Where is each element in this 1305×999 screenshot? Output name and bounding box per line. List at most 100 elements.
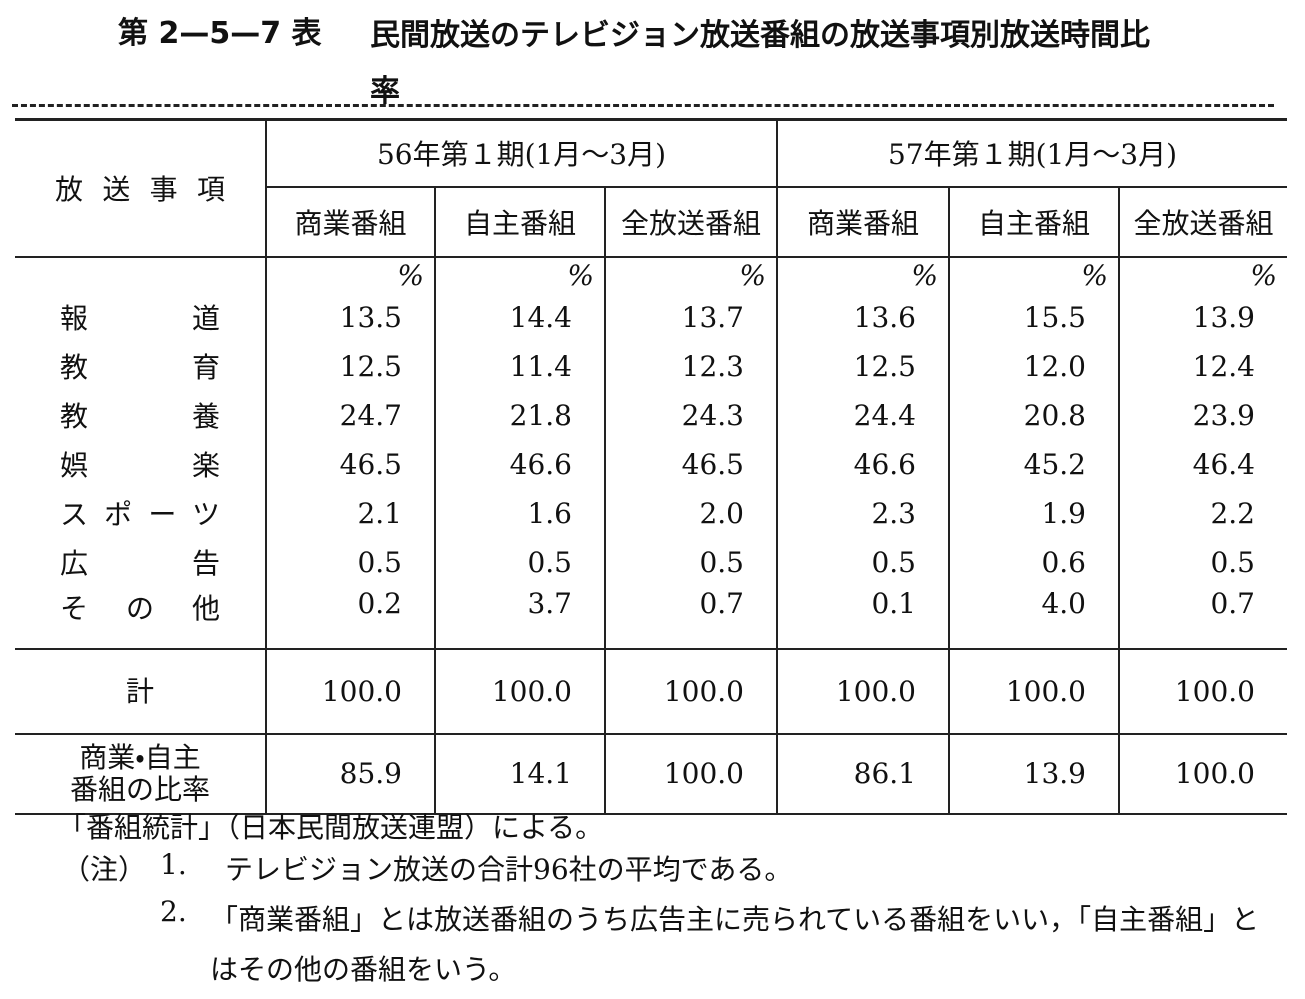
cell: 1.9 [948, 488, 1119, 538]
cell: 0.2 [265, 586, 435, 649]
period-header: 57年第１期(1月～3月) [776, 119, 1287, 188]
column-header: 商業番組 [265, 186, 435, 257]
data-row: 報道 13.5 14.4 13.7 13.6 15.5 13.9 [15, 292, 1287, 342]
row-label-cell: その他 [15, 587, 266, 649]
unit: % [1118, 256, 1287, 293]
cell: 46.5 [265, 439, 435, 489]
ratio-label: 商業・自主番組の比率 [69, 740, 210, 806]
cell: 20.8 [948, 390, 1119, 440]
cell: 23.9 [1118, 390, 1287, 440]
unit: % [948, 256, 1119, 293]
cell: 100.0 [776, 648, 949, 734]
row-label-cell: 教養 [15, 391, 266, 440]
cell: 15.5 [948, 292, 1119, 342]
source: 「番組統計」（日本民間放送連盟）による。 [58, 811, 604, 844]
row-header-text: 放送事項 [55, 173, 225, 207]
cell: 13.7 [604, 292, 777, 342]
cell: 24.3 [604, 390, 777, 440]
notes-label: （注） [62, 853, 147, 886]
cell: 12.3 [604, 341, 777, 391]
column-header: 全放送番組 [1118, 186, 1287, 257]
row-label: 教育 [60, 351, 220, 384]
data-row: 教養 24.7 21.8 24.3 24.4 20.8 23.9 [15, 390, 1287, 440]
cell: 13.5 [265, 292, 435, 342]
cell: 100.0 [434, 648, 605, 734]
column-header: 自主番組 [948, 186, 1119, 257]
cell: 100.0 [1118, 733, 1287, 814]
total-row: 計 100.0 100.0 100.0 100.0 100.0 100.0 [15, 648, 1287, 734]
cell: 12.5 [265, 341, 435, 391]
cell: 46.6 [434, 439, 605, 489]
column-header: 商業番組 [776, 186, 949, 257]
cell: 0.5 [1118, 537, 1287, 587]
row-label-cell: スポーツ [15, 489, 266, 538]
table-number: 第 2—5—7 表 [118, 16, 322, 51]
cell: 0.7 [604, 586, 777, 649]
data-row: 教育 12.5 11.4 12.3 12.5 12.0 12.4 [15, 341, 1287, 391]
cell: 14.4 [434, 292, 605, 342]
cell: 46.4 [1118, 439, 1287, 489]
cell: 12.4 [1118, 341, 1287, 391]
unit: % [434, 256, 605, 293]
cell: 85.9 [265, 733, 435, 814]
cell: 1.6 [434, 488, 605, 538]
note-text: 「商業番組」とは放送番組のうち広告主に売られている番組をいい，「自主番組」とはそ… [210, 903, 1260, 986]
note-number: 2. [160, 895, 187, 928]
cell: 46.5 [604, 439, 777, 489]
unit: % [265, 256, 435, 293]
cell: 45.2 [948, 439, 1119, 489]
cell: 46.6 [776, 439, 949, 489]
cell: 13.6 [776, 292, 949, 342]
row-label-cell: 教育 [15, 342, 266, 391]
title: 民間放送のテレビジョン放送番組の放送事項別放送時間比率 [370, 18, 1150, 109]
cell: 13.9 [1118, 292, 1287, 342]
cell: 3.7 [434, 586, 605, 649]
cell: 12.5 [776, 341, 949, 391]
row-label-cell: 娯楽 [15, 440, 266, 489]
cell: 2.0 [604, 488, 777, 538]
row-header: 放送事項 [15, 120, 266, 257]
table-body: 放送事項 56年第１期(1月～3月) 57年第１期(1月～3月) 商業番組 自主番組 全放… [15, 119, 1287, 814]
row-label: 教養 [60, 400, 220, 433]
row-label: その他 [60, 591, 220, 625]
total-label-cell: 計 [15, 649, 266, 734]
cell: 12.0 [948, 341, 1119, 391]
cell: 100.0 [1118, 648, 1287, 734]
cell: 100.0 [265, 648, 435, 734]
row-label-cell: 広告 [15, 538, 266, 587]
data-row: その他 0.2 3.7 0.7 0.1 4.0 0.7 [15, 586, 1287, 649]
data-table: 放送事項 56年第１期(1月～3月) 57年第１期(1月～3月) 商業番組 自主番組 全放… [15, 118, 1287, 815]
cell: 0.5 [434, 537, 605, 587]
cell: 0.1 [776, 586, 949, 649]
cell: 100.0 [604, 733, 777, 814]
column-header: 自主番組 [434, 186, 605, 257]
cell: 14.1 [434, 733, 605, 814]
cell: 2.1 [265, 488, 435, 538]
row-label: 娯楽 [60, 449, 220, 482]
cell: 2.3 [776, 488, 949, 538]
row-label-cell: 報道 [15, 293, 266, 342]
ratio-label-cell: 商業・自主番組の比率 [15, 734, 266, 814]
header-row: 商業番組 自主番組 全放送番組 商業番組 自主番組 全放送番組 [15, 186, 1287, 257]
blank [15, 257, 266, 293]
cell: 13.9 [948, 733, 1119, 814]
cell: 2.2 [1118, 488, 1287, 538]
column-header: 全放送番組 [604, 186, 777, 257]
cell: 24.4 [776, 390, 949, 440]
unit: % [604, 256, 777, 293]
note-number: 1. [160, 848, 187, 881]
cell: 0.6 [948, 537, 1119, 587]
data-row: 広告 0.5 0.5 0.5 0.5 0.6 0.5 [15, 537, 1287, 587]
cell: 0.5 [604, 537, 777, 587]
cell: 100.0 [604, 648, 777, 734]
rule [12, 104, 1274, 107]
row-label: スポーツ [60, 498, 220, 531]
period-header: 56年第１期(1月～3月) [265, 119, 777, 188]
cell: 0.5 [265, 537, 435, 587]
data-row: スポーツ 2.1 1.6 2.0 2.3 1.9 2.2 [15, 488, 1287, 538]
cell: 0.7 [1118, 586, 1287, 649]
cell: 11.4 [434, 341, 605, 391]
cell: 24.7 [265, 390, 435, 440]
unit: % [776, 256, 949, 293]
